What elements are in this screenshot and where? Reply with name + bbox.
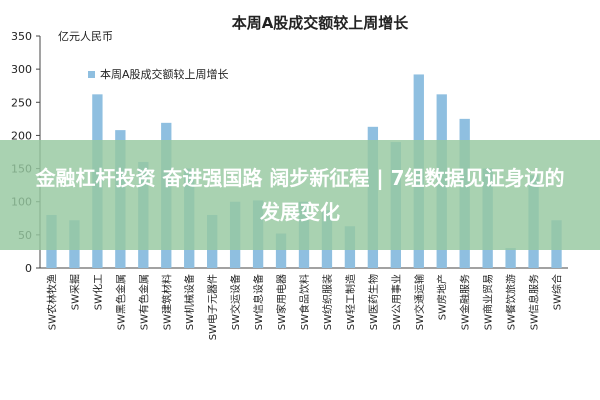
x-axis-labels: SW农林牧渔 SW采掘 SW化工 SW黑色金属 SW有色金属 SW建筑材料 SW机械设备 SW…	[45, 274, 563, 340]
x-category-label: SW综合	[551, 274, 564, 310]
y-tick-label: 250	[11, 96, 32, 109]
legend-swatch	[88, 71, 95, 78]
x-category-label: SW化工	[91, 274, 104, 310]
x-category-label: SW农林牧渔	[45, 274, 58, 330]
x-category-label: SW交运设备	[229, 274, 242, 330]
x-category-label: SW金融服务	[459, 274, 472, 330]
x-category-label: SW采掘	[68, 274, 81, 310]
bar[interactable]	[275, 233, 287, 268]
x-category-label: SW机械设备	[183, 274, 196, 330]
x-category-label: SW轻工制造	[344, 274, 357, 330]
x-category-label: SW信息服务	[528, 274, 541, 330]
x-category-label: SW信息设备	[252, 274, 265, 330]
headline-overlay-text[interactable]: 金融杠杆投资 奋进强国路 阔步新征程 | 7组数据见证身边的发展变化	[35, 166, 565, 224]
x-category-label: SW建筑材料	[160, 274, 173, 330]
x-category-label: SW医药生物	[367, 274, 380, 330]
legend: 本周A股成交额较上周增长	[88, 67, 229, 81]
x-category-label: SW家用电器	[275, 274, 288, 330]
x-category-label: SW房地产	[436, 274, 449, 320]
y-tick-label: 200	[11, 129, 32, 142]
x-category-label: SW公用事业	[390, 274, 403, 330]
x-category-label: SW交通运输	[413, 274, 426, 330]
headline-overlay-banner[interactable]: 金融杠杆投资 奋进强国路 阔步新征程 | 7组数据见证身边的发展变化	[0, 140, 600, 250]
bar[interactable]	[505, 248, 516, 268]
y-axis-unit-label: 亿元人民币	[58, 30, 113, 43]
x-category-label: SW商业贸易	[482, 274, 495, 330]
x-category-label: SW纺织服装	[321, 274, 334, 330]
x-category-label: SW食品饮料	[298, 274, 311, 330]
x-category-label: SW黑色金属	[114, 274, 127, 330]
y-tick-label: 300	[11, 63, 32, 76]
x-category-label: SW有色金属	[137, 274, 150, 330]
y-tick-label: 350	[11, 30, 32, 43]
x-category-label: SW餐饮旅游	[505, 274, 518, 330]
x-category-label: SW电子元器件	[206, 274, 219, 340]
chart-title: 本周A股成交额较上周增长	[232, 14, 410, 32]
legend-label: 本周A股成交额较上周增长	[100, 67, 229, 81]
y-tick-label: 0	[25, 262, 32, 275]
